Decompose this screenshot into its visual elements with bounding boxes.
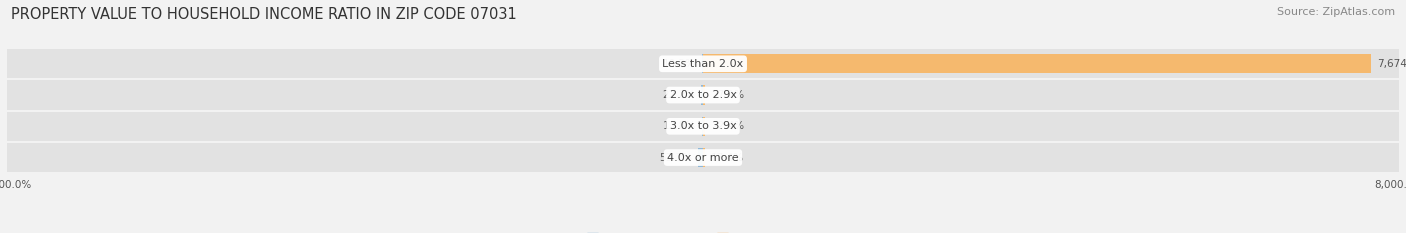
Bar xyxy=(7,49,1399,79)
Text: Source: ZipAtlas.com: Source: ZipAtlas.com xyxy=(1277,7,1395,17)
Bar xyxy=(703,85,706,105)
Text: 22.4%: 22.4% xyxy=(711,121,744,131)
Bar xyxy=(702,85,703,105)
Text: 4.0x or more: 4.0x or more xyxy=(668,153,738,163)
Text: 7,674.2%: 7,674.2% xyxy=(1376,59,1406,69)
Text: Less than 2.0x: Less than 2.0x xyxy=(662,59,744,69)
Bar xyxy=(7,143,1399,172)
Bar xyxy=(699,148,703,167)
Text: 10.2%: 10.2% xyxy=(664,59,696,69)
Text: 53.7%: 53.7% xyxy=(659,153,692,163)
Text: 22.2%: 22.2% xyxy=(662,90,695,100)
Bar xyxy=(703,54,1371,73)
Bar xyxy=(703,116,704,136)
Bar xyxy=(7,112,1399,141)
Text: 27.1%: 27.1% xyxy=(711,90,745,100)
Text: 13.8%: 13.8% xyxy=(662,121,696,131)
Text: 17.4%: 17.4% xyxy=(710,153,744,163)
Text: 2.0x to 2.9x: 2.0x to 2.9x xyxy=(669,90,737,100)
Bar xyxy=(703,148,704,167)
Bar xyxy=(7,80,1399,110)
Text: PROPERTY VALUE TO HOUSEHOLD INCOME RATIO IN ZIP CODE 07031: PROPERTY VALUE TO HOUSEHOLD INCOME RATIO… xyxy=(11,7,517,22)
Text: 3.0x to 3.9x: 3.0x to 3.9x xyxy=(669,121,737,131)
